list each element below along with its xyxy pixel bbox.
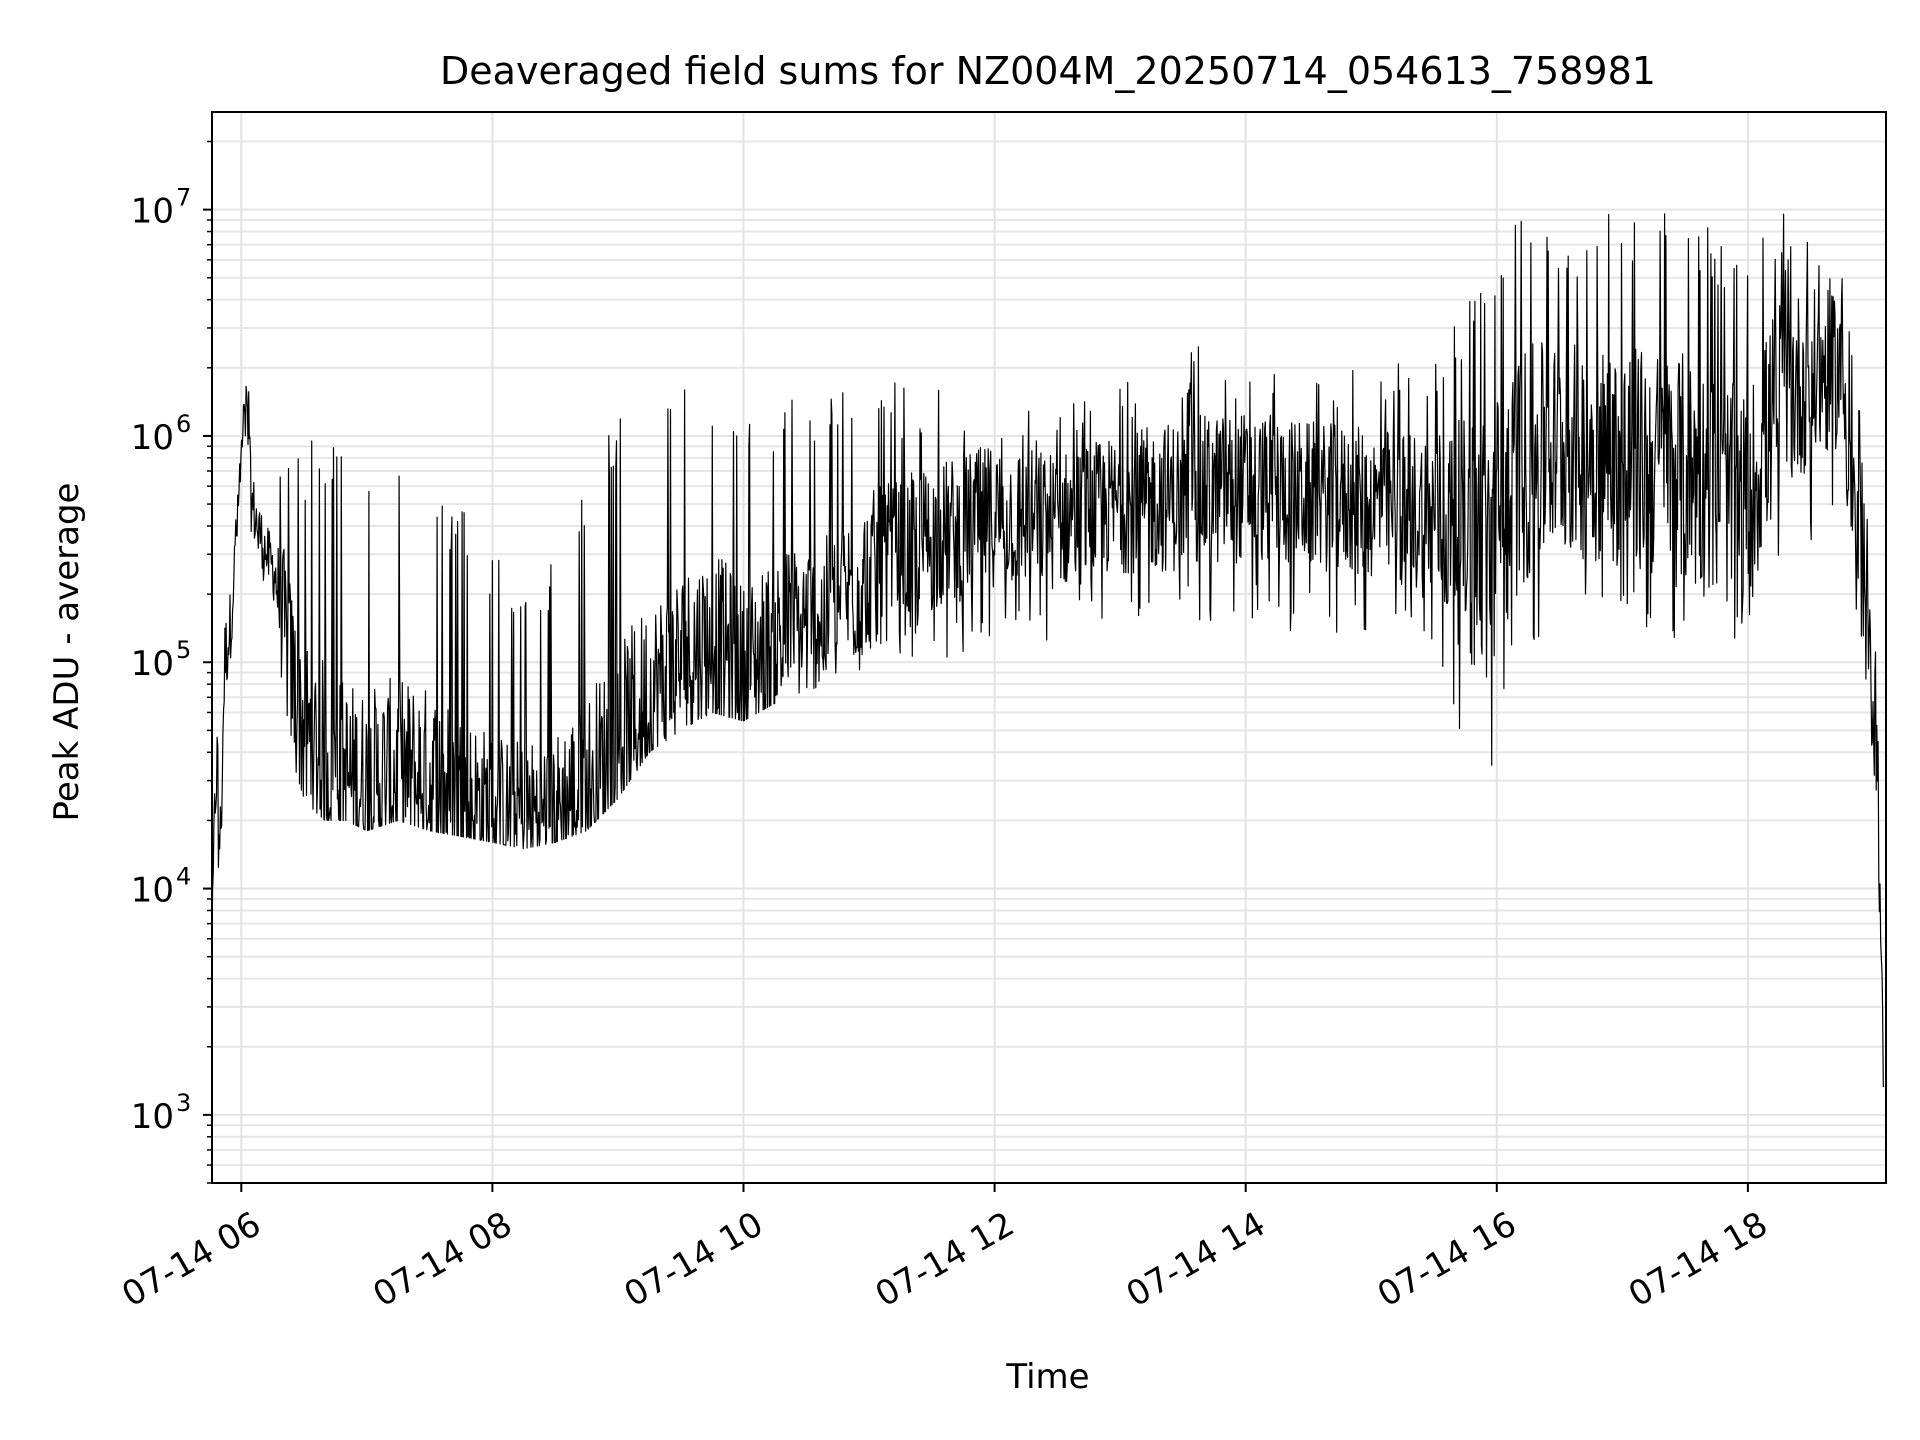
data-series-line	[211, 213, 1885, 1088]
y-tick-exponent: 5	[176, 636, 191, 664]
y-tick-exponent: 3	[176, 1089, 191, 1117]
x-axis-label: Time	[1005, 1357, 1089, 1397]
y-tick-label: 10	[131, 644, 174, 684]
y-tick-exponent: 7	[176, 184, 191, 212]
chart-title: Deaveraged field sums for NZ004M_2025071…	[440, 49, 1656, 93]
y-tick-label: 10	[131, 1097, 174, 1137]
y-tick-exponent: 6	[176, 410, 191, 438]
y-tick-label: 10	[131, 418, 174, 458]
y-tick-exponent: 4	[176, 863, 191, 891]
y-tick-label: 10	[131, 192, 174, 232]
data-layer	[211, 213, 1885, 1088]
y-axis-label: Peak ADU - average	[47, 483, 87, 822]
plot-frame	[211, 111, 1887, 1184]
y-tick-label: 10	[131, 871, 174, 911]
